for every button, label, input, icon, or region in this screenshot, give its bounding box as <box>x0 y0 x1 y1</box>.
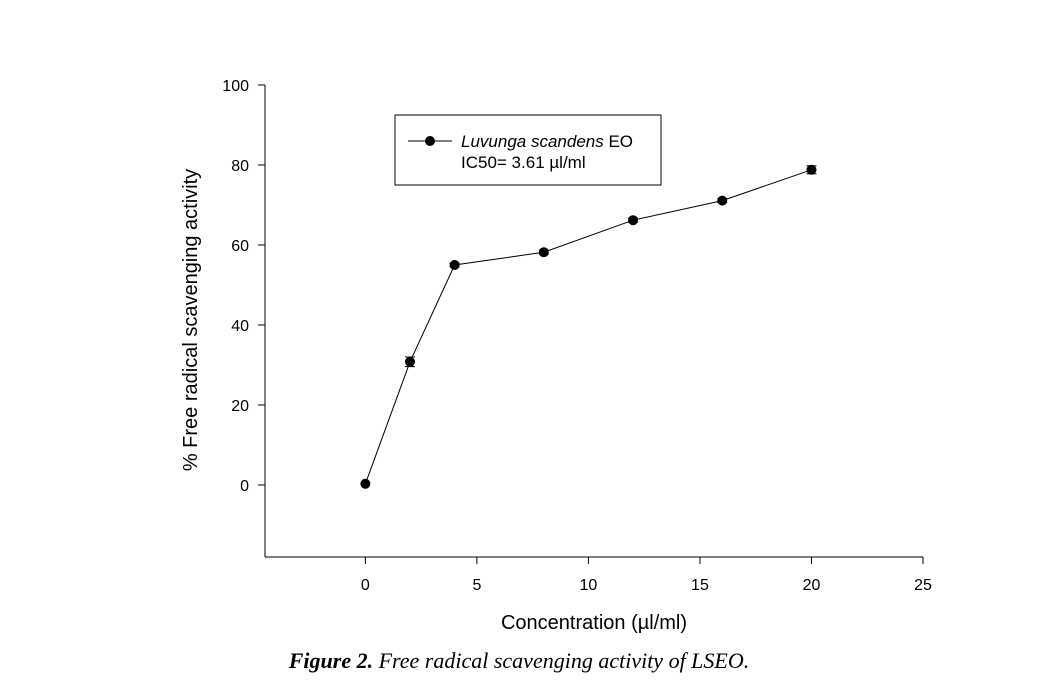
x-axis-title: Concentration (µl/ml) <box>501 612 687 634</box>
legend-series-italic: Luvunga scandens <box>461 132 604 151</box>
caption-text: Free radical scavenging activity of LSEO… <box>373 648 750 673</box>
legend-series-label: Luvunga scandens EO <box>461 132 633 151</box>
x-tick-label: 5 <box>472 577 481 594</box>
y-axis-title: % Free radical scavenging activity <box>180 169 202 471</box>
axes: 0 20 40 60 80 100 0 5 10 15 20 25 <box>222 78 932 594</box>
x-tick-label: 20 <box>803 577 821 594</box>
legend: Luvunga scandens EO IC50= 3.61 µl/ml <box>394 114 662 186</box>
plot-area <box>360 164 817 489</box>
data-point <box>806 164 817 175</box>
y-tick-label: 20 <box>231 398 249 415</box>
series-line <box>364 169 812 484</box>
x-tick-label: 25 <box>914 577 932 594</box>
legend-marker-sample <box>425 136 435 146</box>
y-tick-label: 60 <box>231 238 249 255</box>
legend-series-rest: EO <box>604 132 633 151</box>
y-tick-label: 40 <box>231 318 249 335</box>
data-point <box>717 195 728 206</box>
data-point <box>628 215 639 226</box>
y-tick-label: 100 <box>222 78 249 95</box>
x-tick-label: 15 <box>691 577 709 594</box>
data-point <box>404 356 415 367</box>
figure-caption: Figure 2. Free radical scavenging activi… <box>0 648 1038 674</box>
x-tick-label: 10 <box>580 577 598 594</box>
data-point <box>538 247 549 258</box>
y-tick-label: 0 <box>240 478 249 495</box>
legend-ic50-label: IC50= 3.61 µl/ml <box>461 153 586 172</box>
x-tick-label: 0 <box>361 577 370 594</box>
data-point <box>449 260 460 270</box>
data-point <box>360 478 371 489</box>
y-tick-label: 80 <box>231 158 249 175</box>
caption-label: Figure 2. <box>288 648 374 673</box>
chart: 0 20 40 60 80 100 0 5 10 15 20 25 % Free radical sc… <box>180 78 932 634</box>
legend-box <box>394 114 662 186</box>
